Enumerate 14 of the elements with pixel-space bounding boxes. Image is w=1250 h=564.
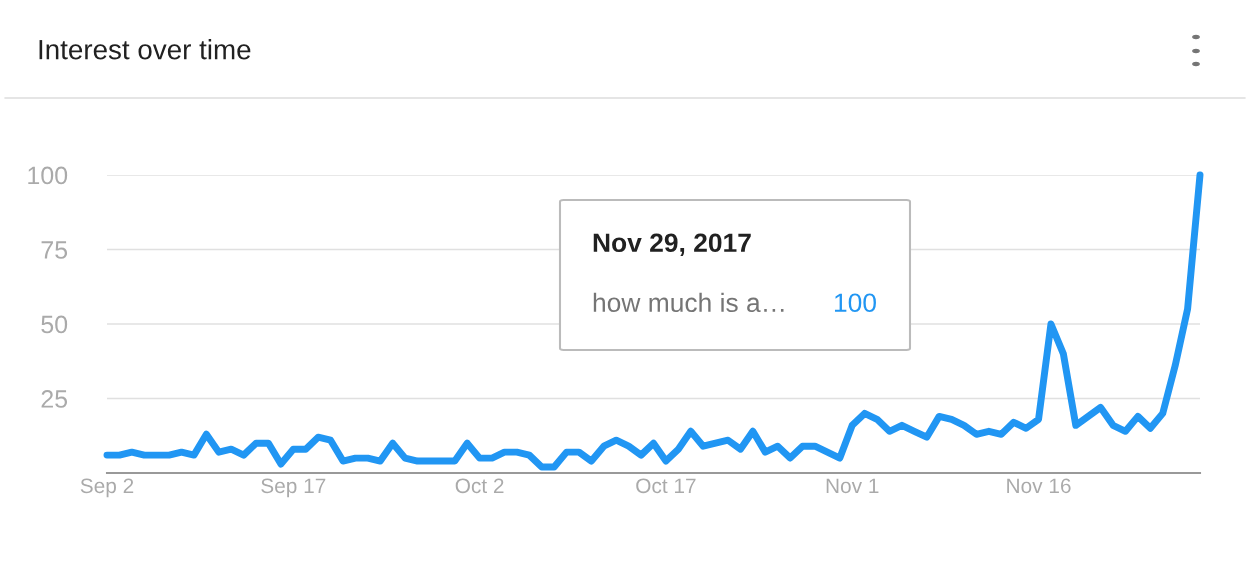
- chart-title: Interest over time: [39, 39, 251, 60]
- y-tick-label: 75: [41, 241, 68, 259]
- y-tick-label: 50: [41, 315, 68, 334]
- x-tick-label: Sep 2: [80, 478, 134, 498]
- annotation: how much is a…: [593, 292, 784, 313]
- y-tick-label: 100: [28, 166, 68, 185]
- x-tick-label: Nov 16: [1007, 478, 1071, 494]
- x-tick-label: Sep 17: [261, 478, 326, 498]
- y-tick-label: 25: [41, 390, 68, 408]
- x-tick-label: Oct 17: [636, 478, 696, 494]
- annotation: Nov 29, 2017: [593, 233, 751, 256]
- x-tick-label: Oct 2: [455, 478, 504, 494]
- annotation: 100: [834, 293, 876, 313]
- x-tick-label: Nov 1: [826, 478, 879, 494]
